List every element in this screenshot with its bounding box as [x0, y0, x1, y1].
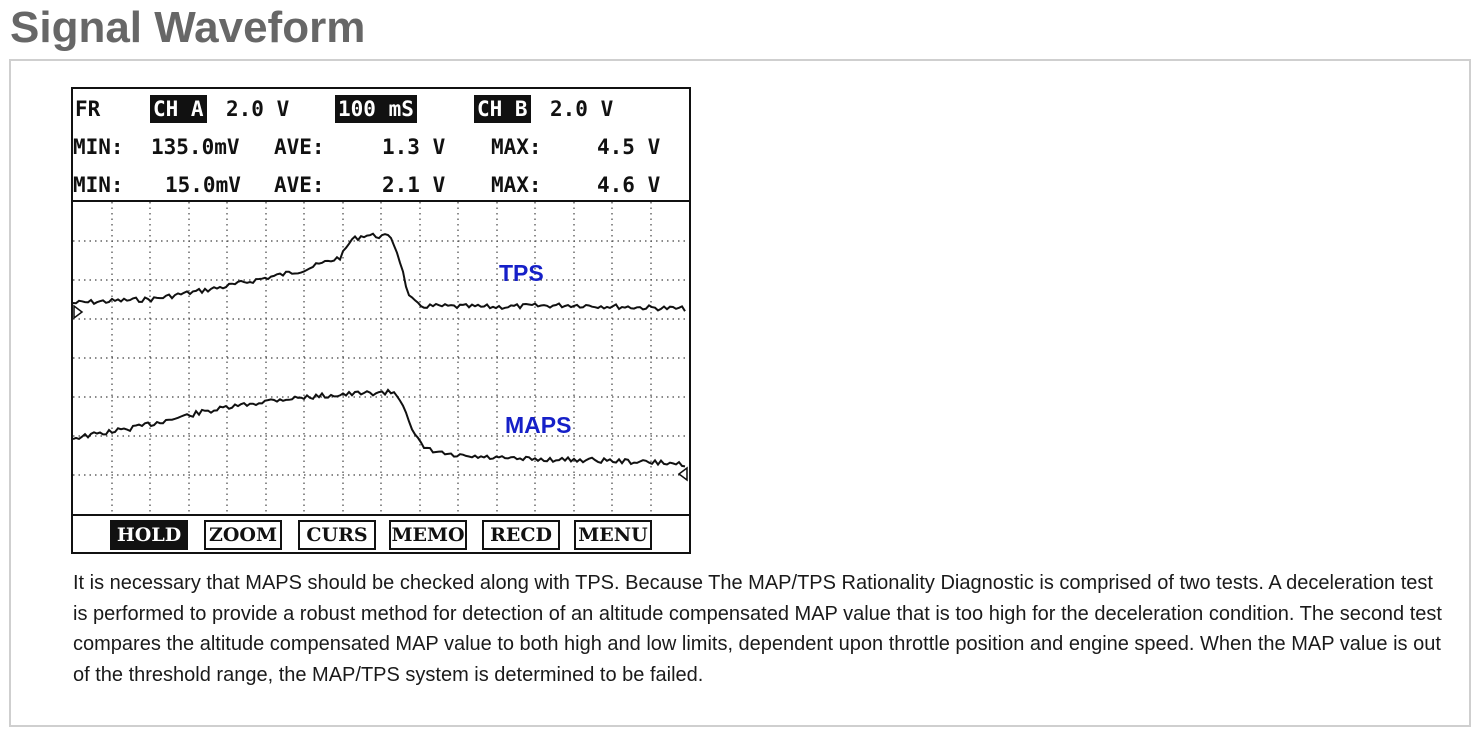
- header-row-settings: FR CH A 2.0 V 100 mS CH B 2.0 V: [73, 95, 613, 123]
- min-label: MIN:: [73, 173, 124, 197]
- min-label: MIN:: [73, 135, 124, 159]
- header-row-channel-a-stats: MIN: 135.0mV AVE: 1.3 V MAX: 4.5 V: [73, 133, 660, 161]
- description-text: It is necessary that MAPS should be chec…: [73, 572, 1442, 686]
- mode-label: FR: [75, 97, 101, 121]
- max-value: 4.6 V: [597, 173, 661, 197]
- ave-value: 2.1 V: [382, 173, 446, 197]
- tps-trace: [73, 232, 686, 312]
- waveform-plot: TPS MAPS: [73, 202, 689, 514]
- max-label: MAX:: [491, 135, 542, 159]
- max-value: 4.5 V: [597, 135, 661, 159]
- ave-value: 1.3 V: [382, 135, 446, 159]
- scope-header: FR CH A 2.0 V 100 mS CH B 2.0 V MIN: 135…: [73, 89, 689, 202]
- hold-softkey[interactable]: HOLD: [110, 520, 188, 550]
- channel-b-scale: 2.0 V: [550, 97, 614, 121]
- min-value: 135.0mV: [151, 135, 240, 159]
- max-label: MAX:: [491, 173, 542, 197]
- zoom-softkey[interactable]: ZOOM: [204, 520, 282, 550]
- min-value: 15.0mV: [165, 173, 241, 197]
- page-title: Signal Waveform: [10, 3, 366, 52]
- memo-softkey[interactable]: MEMO: [389, 520, 467, 550]
- ave-label: AVE:: [274, 173, 325, 197]
- recd-softkey[interactable]: RECD: [482, 520, 560, 550]
- oscilloscope-screen: FR CH A 2.0 V 100 mS CH B 2.0 V MIN: 135…: [71, 87, 691, 554]
- channel-a-scale: 2.0 V: [226, 97, 290, 121]
- softkey-bar: HOLD ZOOM CURS MEMO RECD MENU: [73, 514, 689, 552]
- channel-a-marker: [73, 304, 84, 320]
- channel-a-label: CH A: [150, 95, 207, 123]
- timebase-label: 100 mS: [335, 95, 417, 123]
- grid: [73, 202, 689, 514]
- menu-softkey[interactable]: MENU: [574, 520, 652, 550]
- tps-label: TPS: [499, 260, 544, 286]
- maps-trace: [73, 388, 686, 468]
- maps-label: MAPS: [505, 412, 572, 438]
- waveform-graph: [73, 202, 689, 514]
- ave-label: AVE:: [274, 135, 325, 159]
- header-row-channel-b-stats: MIN: 15.0mV AVE: 2.1 V MAX: 4.6 V: [73, 171, 660, 199]
- curs-softkey[interactable]: CURS: [298, 520, 376, 550]
- channel-b-marker: [677, 466, 688, 482]
- channel-b-label: CH B: [474, 95, 531, 123]
